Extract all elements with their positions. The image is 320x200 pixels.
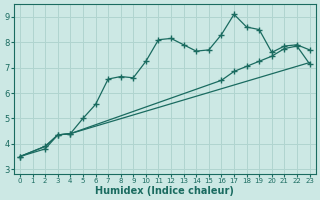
- X-axis label: Humidex (Indice chaleur): Humidex (Indice chaleur): [95, 186, 234, 196]
